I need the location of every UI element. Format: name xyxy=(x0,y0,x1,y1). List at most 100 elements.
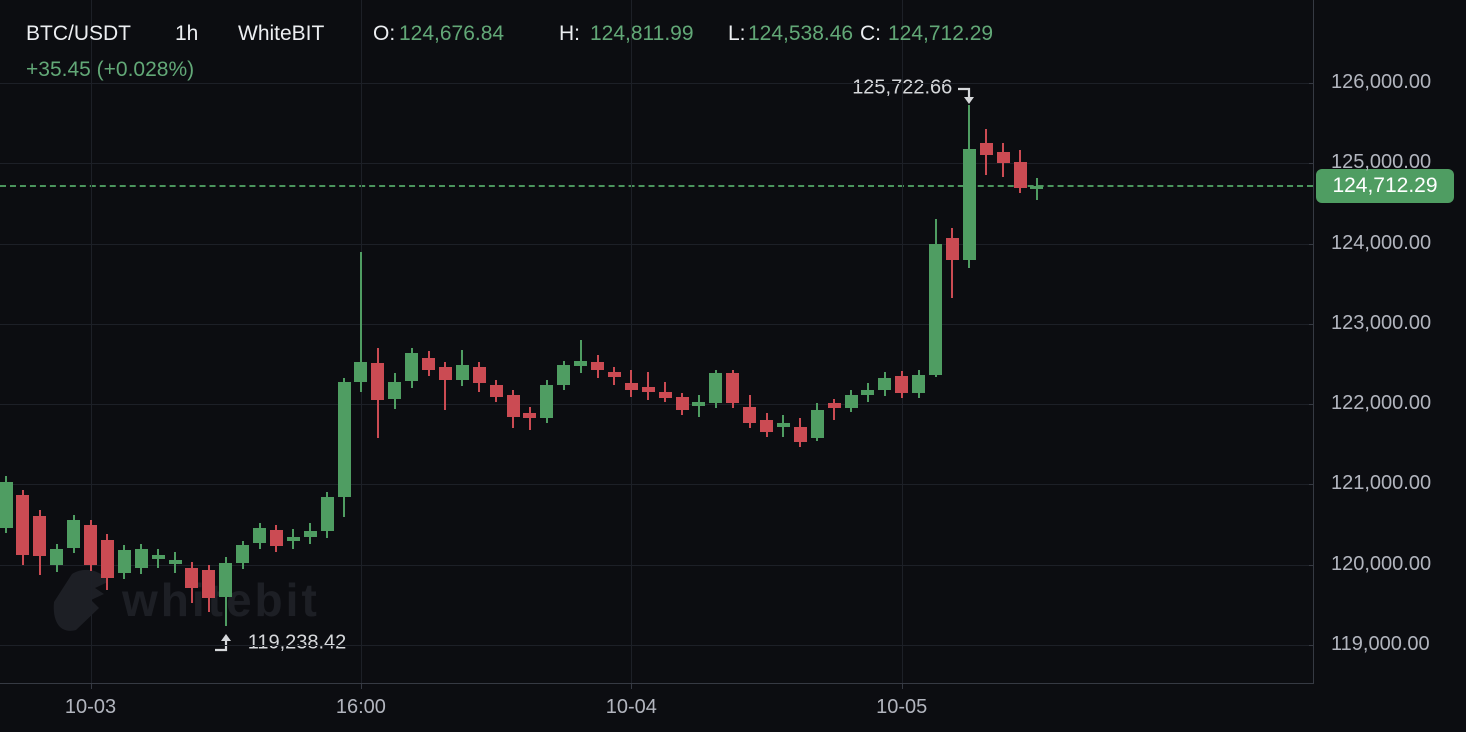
candle-wick xyxy=(359,251,362,393)
candle-body xyxy=(996,152,1010,164)
gridline-horizontal xyxy=(0,564,1313,566)
price-axis-label: 120,000.00 xyxy=(1331,552,1432,575)
price-axis-tick xyxy=(1309,323,1314,325)
candle-body xyxy=(84,525,97,565)
watermark: whitebit xyxy=(44,566,320,634)
candle-body xyxy=(760,420,773,432)
low-value: 124,538.46 xyxy=(748,22,854,45)
candle-body xyxy=(523,412,537,418)
candle-body xyxy=(675,396,689,410)
candle-body xyxy=(405,352,419,381)
candle-body xyxy=(354,361,368,382)
candle-body xyxy=(506,395,520,417)
candle-body xyxy=(16,494,30,556)
price-change: +35.45 (+0.028%) xyxy=(26,58,195,81)
candle-body xyxy=(912,375,926,393)
candle-body xyxy=(438,367,452,381)
candle-body xyxy=(591,361,604,370)
candle-body xyxy=(0,482,13,528)
candle-body xyxy=(236,545,250,564)
price-axis-tick xyxy=(1309,243,1314,245)
time-axis[interactable]: 10-03 16:00 10-04 10-05 xyxy=(0,683,1466,732)
candle-body xyxy=(540,384,554,418)
candle-body xyxy=(320,497,334,531)
candle-body xyxy=(810,409,824,438)
candle-body xyxy=(861,389,875,395)
chart-area[interactable]: whitebit 125,722.66 119,238.42 xyxy=(0,0,1313,683)
price-axis-label: 121,000.00 xyxy=(1331,472,1432,495)
candle-body xyxy=(117,550,131,573)
whitebit-logo-icon xyxy=(53,569,108,631)
candle-body xyxy=(371,363,385,401)
price-axis[interactable]: 124,712.29 126,000.00 125,000.00 124,000.0… xyxy=(1309,0,1466,683)
candle-wick xyxy=(951,228,954,299)
candle-body xyxy=(151,555,165,560)
gridline-vertical xyxy=(901,0,903,683)
price-axis-label: 122,000.00 xyxy=(1331,392,1432,415)
gridline-vertical xyxy=(90,0,92,683)
candle-wick xyxy=(630,369,633,397)
price-axis-label: 123,000.00 xyxy=(1331,311,1432,334)
time-axis-tick xyxy=(360,683,362,689)
candle-wick xyxy=(444,361,447,410)
price-axis-tick xyxy=(1309,404,1314,406)
candle-body xyxy=(776,423,790,428)
candle-body xyxy=(979,143,993,156)
price-axis-label: 126,000.00 xyxy=(1331,71,1432,93)
time-axis-tick xyxy=(901,683,903,689)
price-axis-tick xyxy=(1309,644,1314,646)
candle-body xyxy=(33,515,47,556)
high-value: 124,811.99 xyxy=(590,22,694,45)
gridline-horizontal xyxy=(0,83,1313,84)
candle-body xyxy=(895,376,909,393)
gridline-horizontal xyxy=(0,644,1313,646)
candle-body xyxy=(624,383,638,390)
gridline-horizontal xyxy=(0,404,1313,406)
time-axis-line xyxy=(0,683,1314,684)
candle-wick xyxy=(833,399,836,421)
current-price-label: 124,712.29 xyxy=(1316,169,1454,204)
time-axis-label: 10-03 xyxy=(64,696,117,718)
candle-body xyxy=(455,364,469,381)
candle-body xyxy=(574,360,588,366)
high-label: H: xyxy=(559,22,580,45)
candle-body xyxy=(962,148,976,261)
candle-body xyxy=(185,567,199,588)
candle-body xyxy=(557,364,571,385)
gridline-horizontal xyxy=(0,323,1313,325)
candle-body xyxy=(269,530,283,547)
candle-body xyxy=(844,394,858,409)
candle-body xyxy=(929,243,942,376)
time-axis-tick xyxy=(631,683,633,689)
gridline-horizontal xyxy=(0,484,1313,486)
candle-body xyxy=(100,539,114,578)
candle-wick xyxy=(528,406,531,430)
price-axis-label: 125,000.00 xyxy=(1331,151,1432,174)
candle-wick xyxy=(1035,178,1038,201)
gridline-horizontal xyxy=(0,243,1313,245)
candle-body xyxy=(134,549,148,568)
candle-body xyxy=(286,536,300,542)
candle-wick xyxy=(697,395,700,417)
candle-body xyxy=(878,377,892,390)
time-axis-label: 10-05 xyxy=(876,696,928,718)
candle-body xyxy=(168,559,182,564)
interval-label[interactable]: 1h xyxy=(175,22,199,45)
price-axis-tick xyxy=(1309,564,1314,566)
high-arrow-icon xyxy=(958,88,975,105)
price-axis-label: 124,000.00 xyxy=(1331,231,1432,254)
close-value: 124,712.29 xyxy=(888,22,994,45)
open-label: O: xyxy=(373,22,396,45)
candle-body xyxy=(945,237,959,261)
low-price-annotation: 119,238.42 xyxy=(247,631,347,654)
candle-wick xyxy=(579,339,582,373)
symbol-legend: BTC/USDT 1h WhiteBIT O: 124,676.84 H: 12… xyxy=(0,0,1100,90)
price-axis-tick xyxy=(1309,163,1314,165)
low-label: L: xyxy=(728,22,746,45)
candle-body xyxy=(1030,186,1044,190)
candle-body xyxy=(472,367,486,384)
candle-body xyxy=(743,406,757,423)
candle-body xyxy=(67,519,81,548)
open-value: 124,676.84 xyxy=(399,22,505,45)
